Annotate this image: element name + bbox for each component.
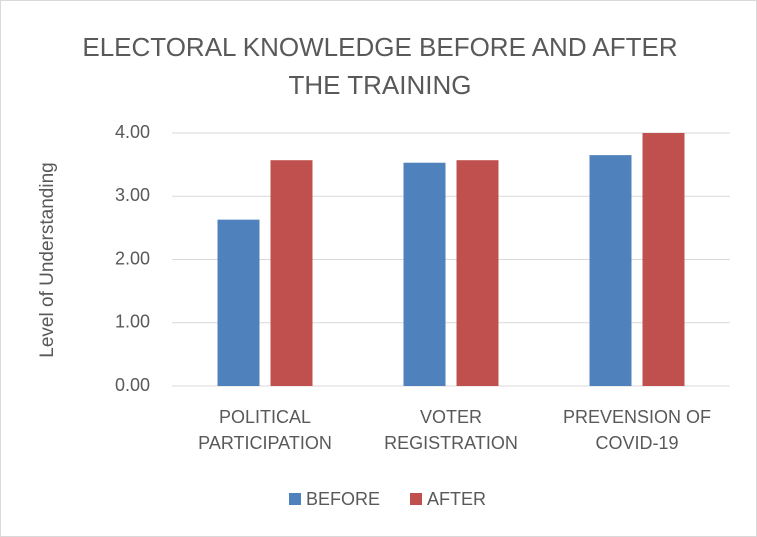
- bar: [642, 133, 685, 386]
- bar: [217, 219, 260, 386]
- legend-label: AFTER: [427, 489, 486, 509]
- x-tick-label: VOTER REGISTRATION: [384, 407, 518, 453]
- legend-swatch: [289, 493, 301, 505]
- y-tick-label: 4.00: [115, 122, 150, 142]
- legend-swatch: [410, 493, 423, 505]
- y-tick-label: 1.00: [115, 312, 150, 332]
- y-tick-label: 3.00: [115, 185, 150, 205]
- x-tick-label: PREVENSION OF COVID-19: [562, 407, 712, 453]
- bar: [456, 160, 499, 386]
- legend-label: BEFORE: [306, 489, 380, 509]
- bar: [403, 162, 446, 386]
- y-tick-label: 0.00: [115, 375, 150, 395]
- bar: [589, 155, 632, 386]
- chart-title: ELECTORAL KNOWLEDGE BEFORE AND AFTER THE…: [82, 32, 678, 100]
- bar: [270, 160, 313, 386]
- y-axis-label: Level of Understanding: [37, 162, 58, 357]
- x-tick-label: POLITICAL PARTICIPATION: [198, 407, 332, 453]
- y-tick-label: 2.00: [115, 248, 150, 268]
